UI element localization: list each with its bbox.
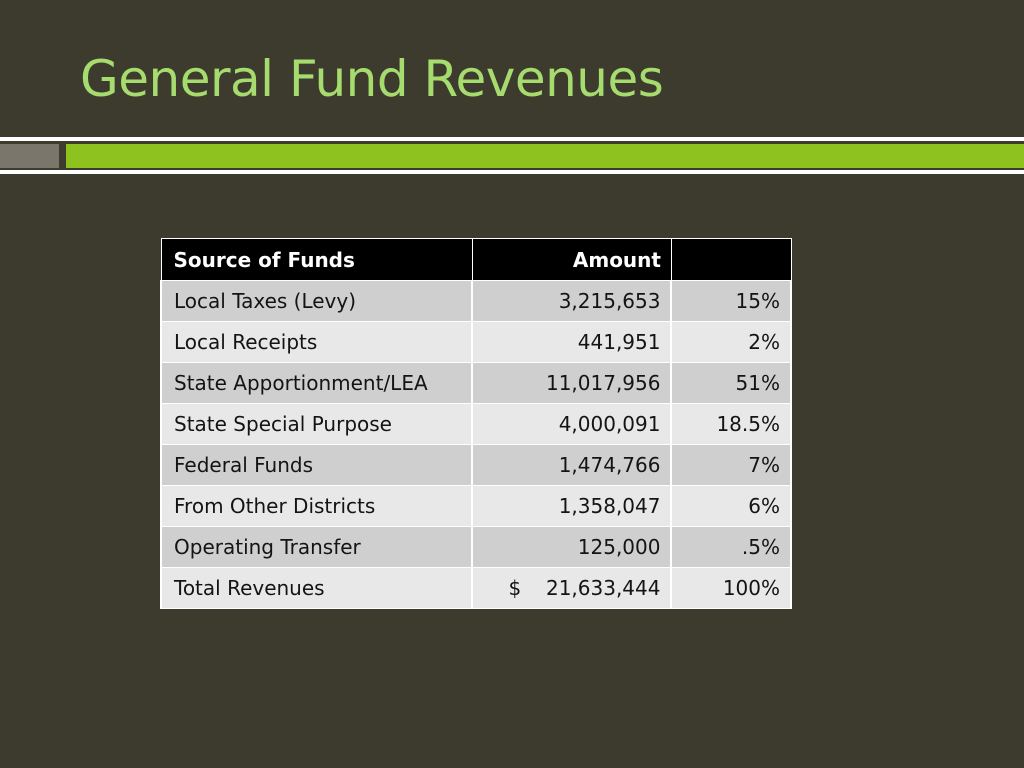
row-amount: 11,017,956 (471, 362, 673, 404)
row-source: Federal Funds (159, 444, 474, 486)
row-percent: .5% (670, 526, 792, 568)
row-amount: 3,215,653 (471, 280, 673, 322)
currency-symbol: $ (508, 576, 522, 600)
revenue-table-header: Source of Funds Amount (160, 238, 792, 281)
header-source: Source of Funds (160, 238, 473, 281)
row-amount: 4,000,091 (471, 403, 673, 445)
row-amount-value: 1,358,047 (558, 494, 661, 518)
table-row: Local Taxes (Levy) 3,215,653 15% (159, 280, 792, 322)
row-percent: 2% (670, 321, 792, 363)
row-percent: 6% (670, 485, 792, 527)
row-percent: 7% (670, 444, 792, 486)
row-amount-value: 441,951 (577, 330, 661, 354)
row-source: From Other Districts (159, 485, 474, 527)
title-rule-gray-block (0, 144, 59, 168)
row-amount-value: 1,474,766 (558, 453, 661, 477)
row-percent: 51% (670, 362, 792, 404)
table-row: Local Receipts 441,951 2% (159, 321, 792, 363)
row-amount-value: 3,215,653 (558, 289, 661, 313)
revenue-table-body: Local Taxes (Levy) 3,215,653 15% Local R… (159, 280, 792, 609)
revenue-table: Source of Funds Amount Local Taxes (Levy… (159, 238, 792, 609)
table-row: Federal Funds 1,474,766 7% (159, 444, 792, 486)
table-row: State Apportionment/LEA 11,017,956 51% (159, 362, 792, 404)
row-source: Operating Transfer (159, 526, 474, 568)
row-amount-value: 125,000 (577, 535, 661, 559)
row-source: Local Taxes (Levy) (159, 280, 474, 322)
total-amount-value: 21,633,444 (545, 576, 661, 600)
header-percent (670, 238, 792, 281)
row-amount: 441,951 (471, 321, 673, 363)
row-amount-value: 11,017,956 (545, 371, 661, 395)
row-amount-value: 4,000,091 (558, 412, 661, 436)
header-amount: Amount (471, 238, 672, 281)
row-source: State Apportionment/LEA (159, 362, 474, 404)
table-row: From Other Districts 1,358,047 6% (159, 485, 792, 527)
title-rule-top (0, 137, 1024, 141)
slide-title: General Fund Revenues (80, 50, 664, 108)
header-row: Source of Funds Amount (160, 238, 792, 281)
total-amount: $21,633,444 (471, 567, 673, 609)
total-source: Total Revenues (159, 567, 474, 609)
row-source: Local Receipts (159, 321, 474, 363)
row-amount: 1,474,766 (471, 444, 673, 486)
table-row: State Special Purpose 4,000,091 18.5% (159, 403, 792, 445)
total-row: Total Revenues $21,633,444 100% (159, 567, 792, 609)
row-percent: 18.5% (670, 403, 792, 445)
table-row: Operating Transfer 125,000 .5% (159, 526, 792, 568)
row-amount: 125,000 (471, 526, 673, 568)
row-source: State Special Purpose (159, 403, 474, 445)
title-rule-green-bar (66, 144, 1024, 168)
row-percent: 15% (670, 280, 792, 322)
title-rule-bottom (0, 170, 1024, 174)
total-percent: 100% (670, 567, 792, 609)
row-amount: 1,358,047 (471, 485, 673, 527)
